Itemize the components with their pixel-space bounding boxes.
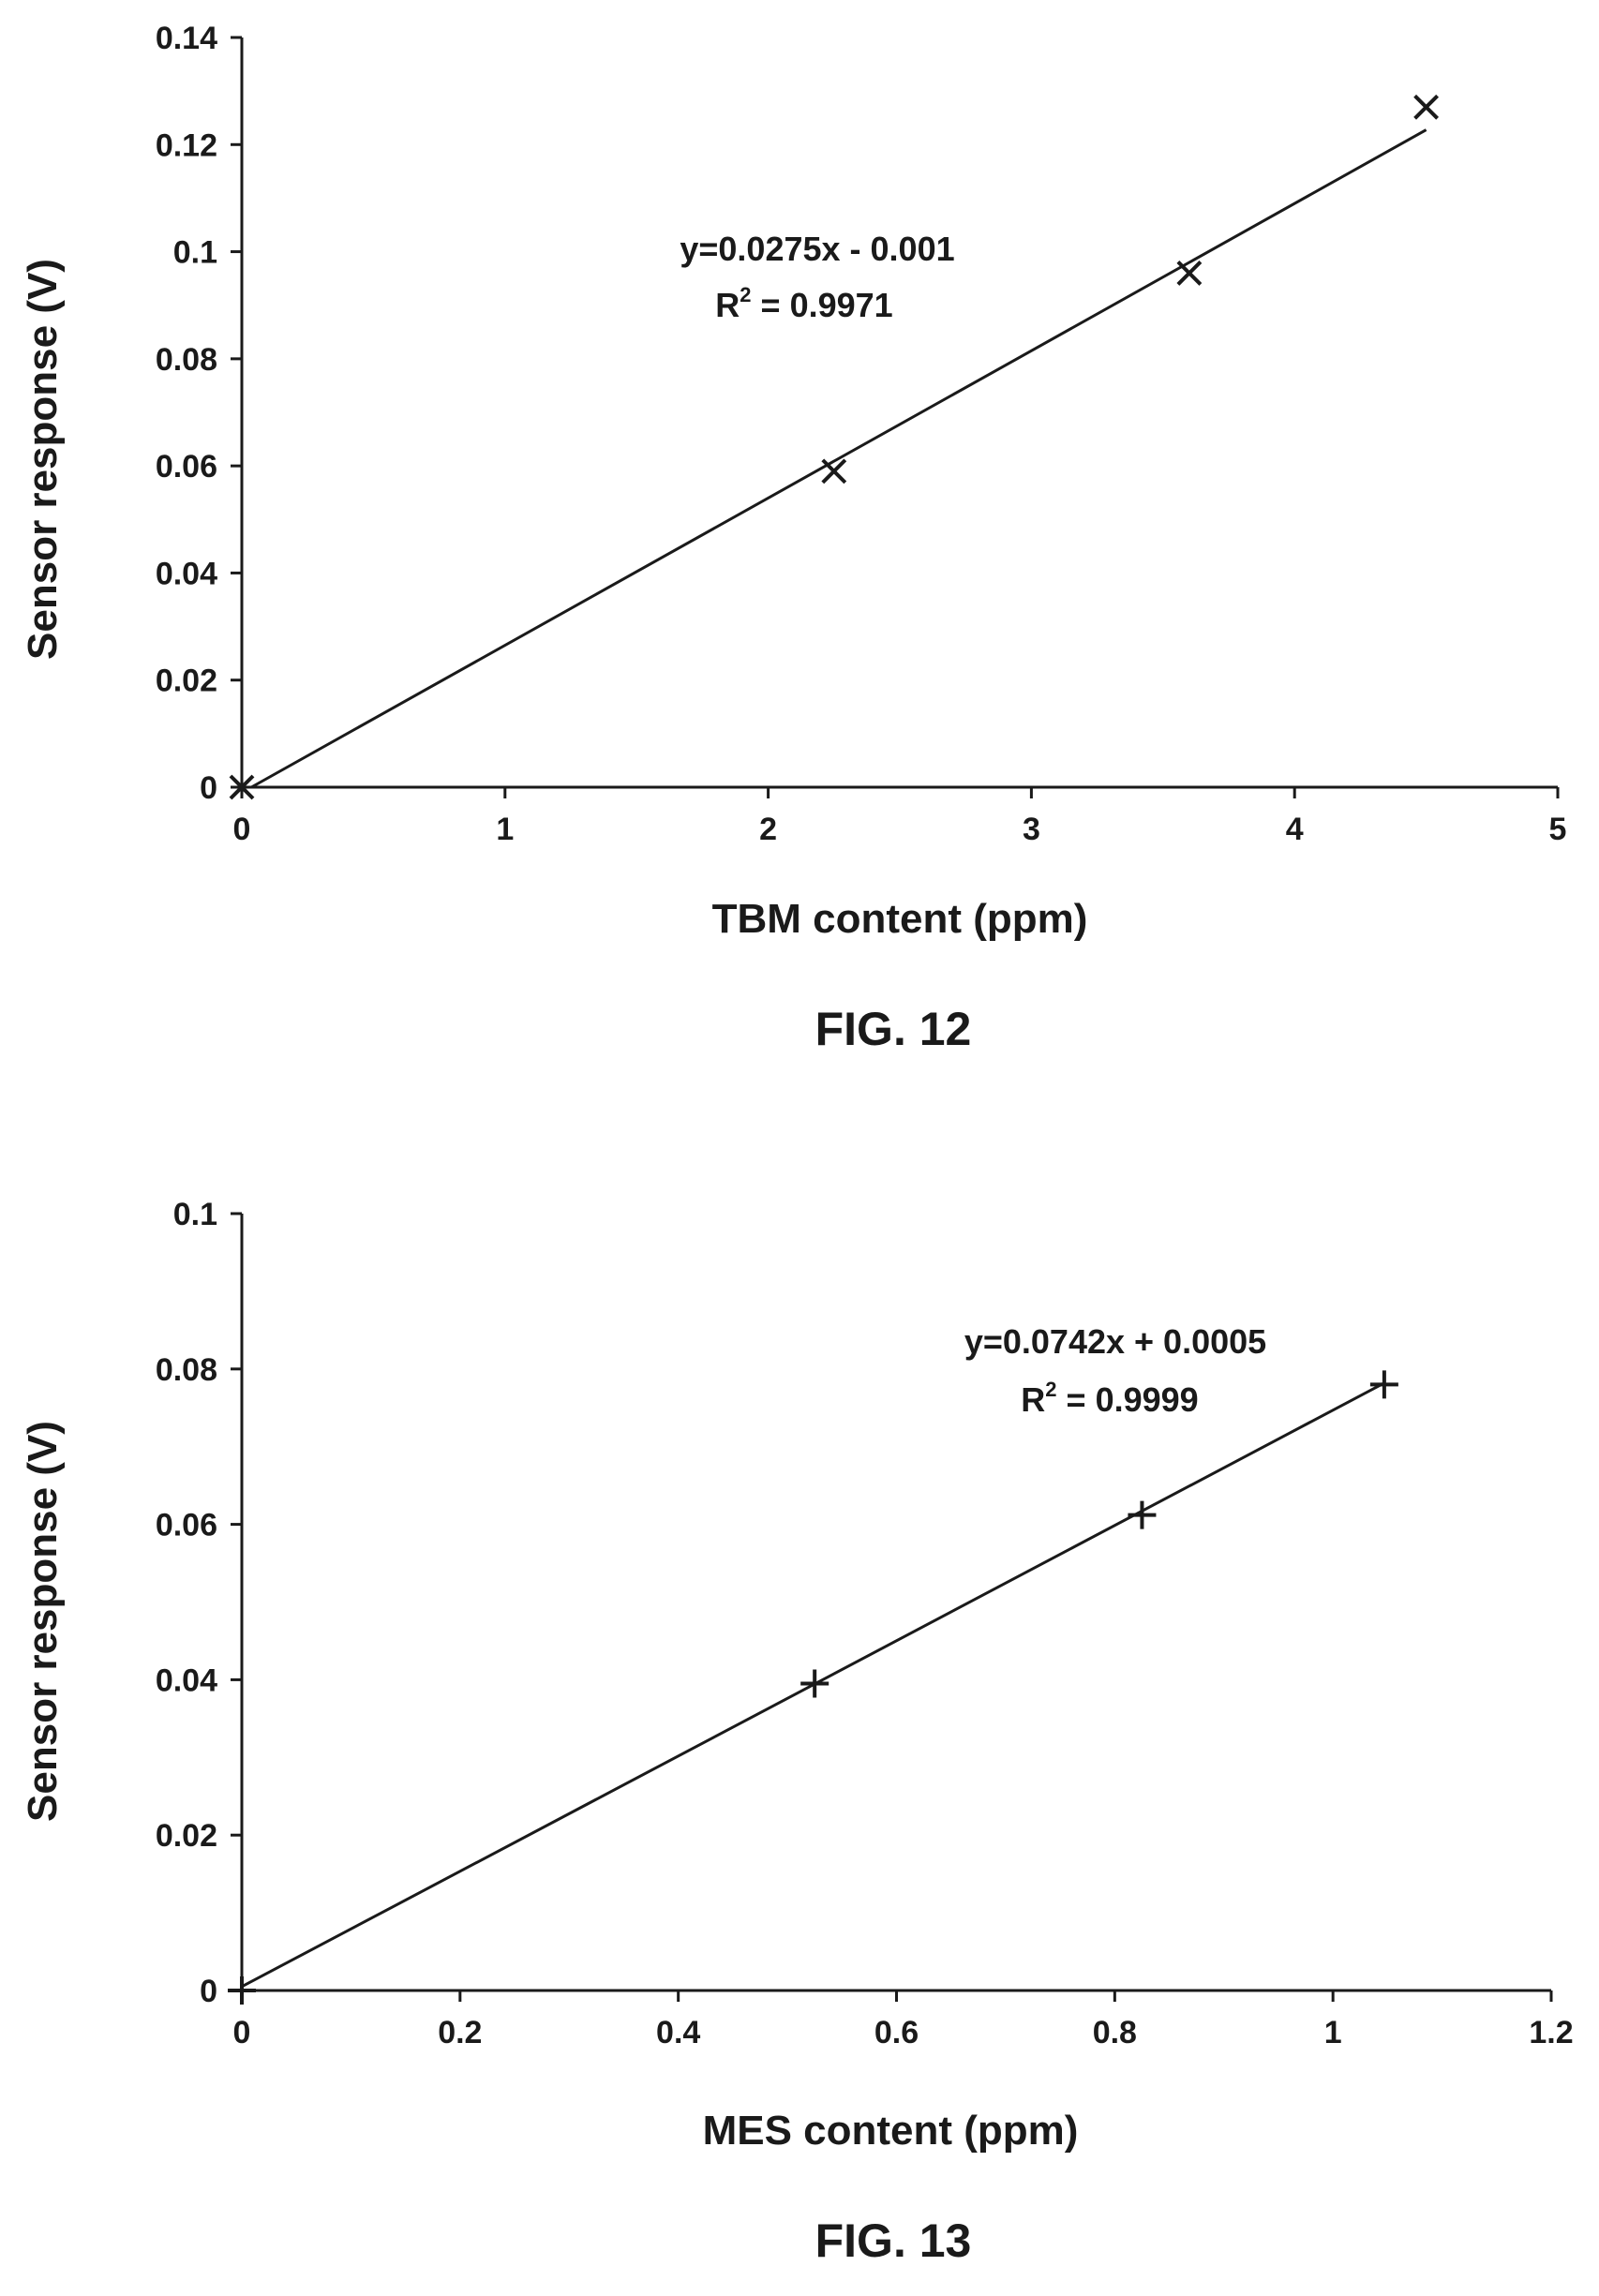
data-point — [800, 1669, 829, 1698]
y-tick-label: 0.04 — [156, 1662, 217, 1698]
y-tick-label: 0.1 — [173, 235, 217, 271]
r-squared-value: = 0.9999 — [1057, 1380, 1199, 1419]
x-axis-title: TBM content (ppm) — [712, 896, 1088, 942]
x-tick-label: 1 — [496, 812, 514, 847]
trendline-equation: y=0.0742x + 0.0005 — [964, 1322, 1266, 1361]
r-squared-superscript: 2 — [1045, 1378, 1056, 1401]
trendline-path — [250, 128, 1427, 789]
y-tick-label: 0.08 — [156, 1352, 217, 1388]
figure-caption: FIG. 13 — [815, 2214, 972, 2267]
y-axis-title: Sensor response (V) — [20, 1421, 66, 1822]
data-point — [821, 458, 847, 485]
x-tick-label: 1.2 — [1529, 2015, 1573, 2050]
data-point — [1128, 1500, 1157, 1529]
y-tick-label: 0.06 — [156, 1508, 217, 1543]
x-tick-label: 0.2 — [438, 2015, 482, 2050]
data-point — [1176, 261, 1203, 286]
data-point — [229, 774, 255, 800]
y-tick-label: 0.02 — [156, 1818, 217, 1854]
chart-fig12: 0 0.02 0.04 0.06 0.08 0.1 0.12 0.14 0 1 2 3 4 5 y=0.… — [20, 21, 1566, 1055]
x-tick-label: 3 — [1023, 812, 1040, 847]
r-squared-label: R2 = 0.9971 — [715, 283, 892, 324]
y-tick-label: 0.12 — [156, 127, 217, 163]
y-tick-label: 0.08 — [156, 342, 217, 378]
x-tick-label: 0 — [233, 2015, 251, 2050]
r-squared-label: R2 = 0.9999 — [1021, 1378, 1198, 1419]
x-tick-label: 0.4 — [656, 2015, 700, 2050]
r-squared-symbol: R — [715, 286, 740, 324]
y-tick-label: 0.04 — [156, 556, 217, 591]
x-tick-label: 0 — [233, 812, 251, 847]
y-axis-title: Sensor response (V) — [20, 259, 66, 660]
y-tick-label: 0.06 — [156, 449, 217, 485]
x-tick-label: 5 — [1549, 812, 1567, 847]
r-squared-superscript: 2 — [740, 283, 751, 306]
x-axis-title: MES content (ppm) — [703, 2108, 1079, 2154]
y-tick-label: 0 — [200, 1974, 217, 2009]
r-squared-symbol: R — [1021, 1380, 1045, 1419]
y-ticks: 0 0.02 0.04 0.06 0.08 0.1 — [156, 1197, 242, 2009]
x-tick-label: 2 — [759, 812, 777, 847]
data-points — [228, 1370, 1398, 2005]
data-point — [1369, 1370, 1398, 1399]
x-tick-label: 4 — [1286, 812, 1304, 847]
data-points — [229, 94, 1440, 800]
x-tick-label: 1 — [1324, 2015, 1342, 2050]
y-tick-label: 0.14 — [156, 21, 217, 56]
trendline — [250, 128, 1427, 789]
figure-caption: FIG. 12 — [815, 1003, 972, 1055]
r-squared-value: = 0.9971 — [752, 286, 893, 324]
x-ticks: 0 1 2 3 4 5 — [233, 787, 1567, 847]
x-ticks: 0 0.2 0.4 0.6 0.8 1 1.2 — [233, 1990, 1574, 2050]
y-tick-label: 0.1 — [173, 1197, 217, 1232]
y-tick-label: 0.02 — [156, 663, 217, 699]
x-tick-label: 0.6 — [874, 2015, 919, 2050]
data-point — [1413, 94, 1440, 120]
data-point — [228, 1976, 256, 2005]
x-tick-label: 0.8 — [1093, 2015, 1137, 2050]
y-ticks: 0 0.02 0.04 0.06 0.08 0.1 0.12 0.14 — [156, 21, 242, 806]
chart-fig13: 0 0.02 0.04 0.06 0.08 0.1 0 0.2 0.4 0.6 0.8 1 1.2 y… — [20, 1197, 1574, 2267]
y-tick-label: 0 — [200, 770, 217, 806]
trendline-equation: y=0.0275x - 0.001 — [680, 230, 954, 268]
